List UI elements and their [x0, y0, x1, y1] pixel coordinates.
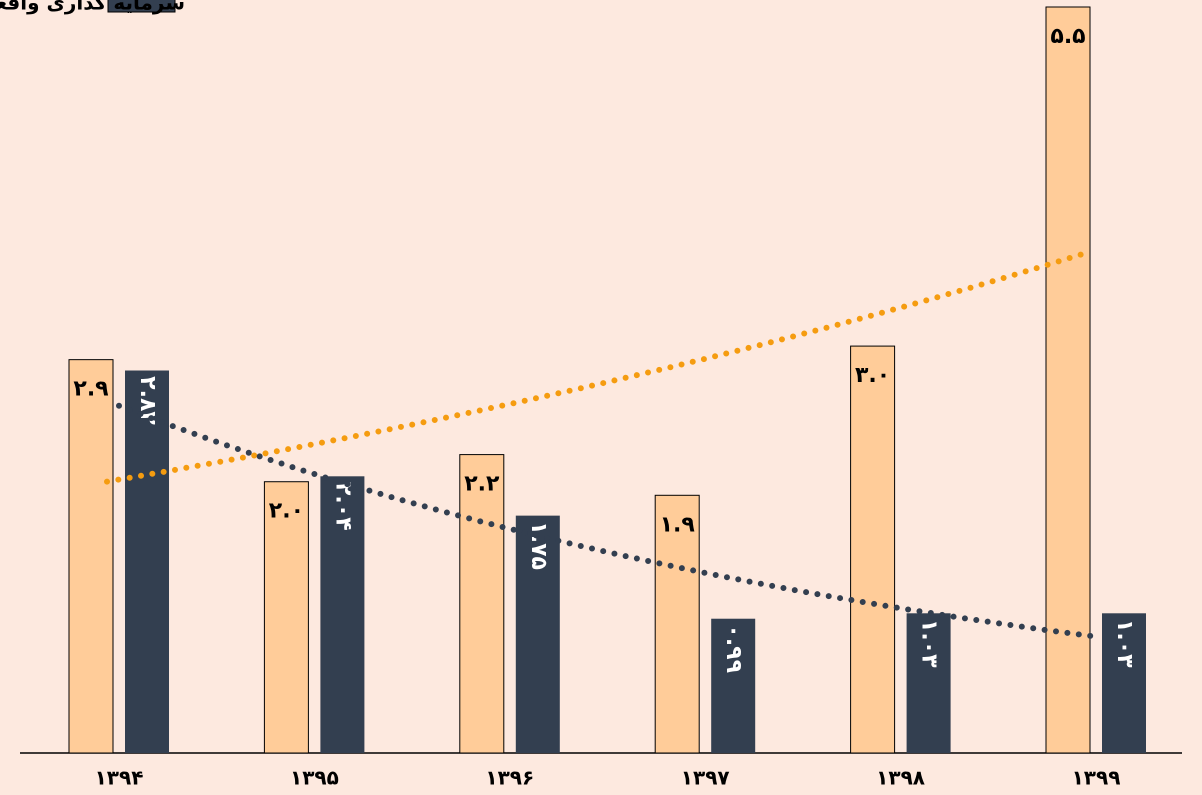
trend-line: [116, 402, 1099, 640]
value-label: ۱.۹: [660, 512, 695, 537]
x-tick-label: ۱۳۹۷: [681, 766, 730, 790]
x-tick-label: ۱۳۹۸: [876, 766, 925, 790]
x-tick-label: ۱۳۹۵: [290, 766, 339, 790]
x-tick-label: ۱۳۹۹: [1072, 766, 1121, 790]
bar: [263, 481, 309, 754]
bar: [654, 494, 700, 754]
bar: [906, 613, 951, 753]
value-label: ۳.۰: [855, 363, 890, 388]
value-label: ۲.۰: [269, 499, 304, 524]
bar: [1045, 6, 1091, 754]
bar: [320, 476, 365, 753]
value-label: ۲.۰۴: [330, 482, 355, 531]
x-tick-label: ۱۳۹۶: [485, 766, 534, 790]
bar: [459, 454, 505, 754]
bar: [125, 370, 169, 753]
bar: [850, 345, 896, 754]
bar: [515, 515, 560, 753]
legend-swatch: [107, 0, 176, 13]
value-label: ۱.۰۳: [917, 619, 942, 668]
value-label: ۰.۹۹: [721, 624, 746, 673]
value-label: ۲.۹: [73, 377, 108, 402]
value-label: ۵.۵: [1050, 24, 1085, 49]
bar: [1102, 613, 1146, 753]
value-label: ۲.۸۲: [135, 376, 160, 425]
value-label: ۱.۷۵: [526, 521, 551, 570]
value-label: ۲.۲: [464, 472, 500, 497]
bar: [711, 618, 756, 753]
legend-label: سرمایه گذاری واقعی: [0, 0, 185, 15]
bar: [68, 359, 114, 754]
value-label: ۱.۰۳: [1112, 619, 1137, 668]
x-tick-label: ۱۳۹۴: [95, 766, 144, 790]
